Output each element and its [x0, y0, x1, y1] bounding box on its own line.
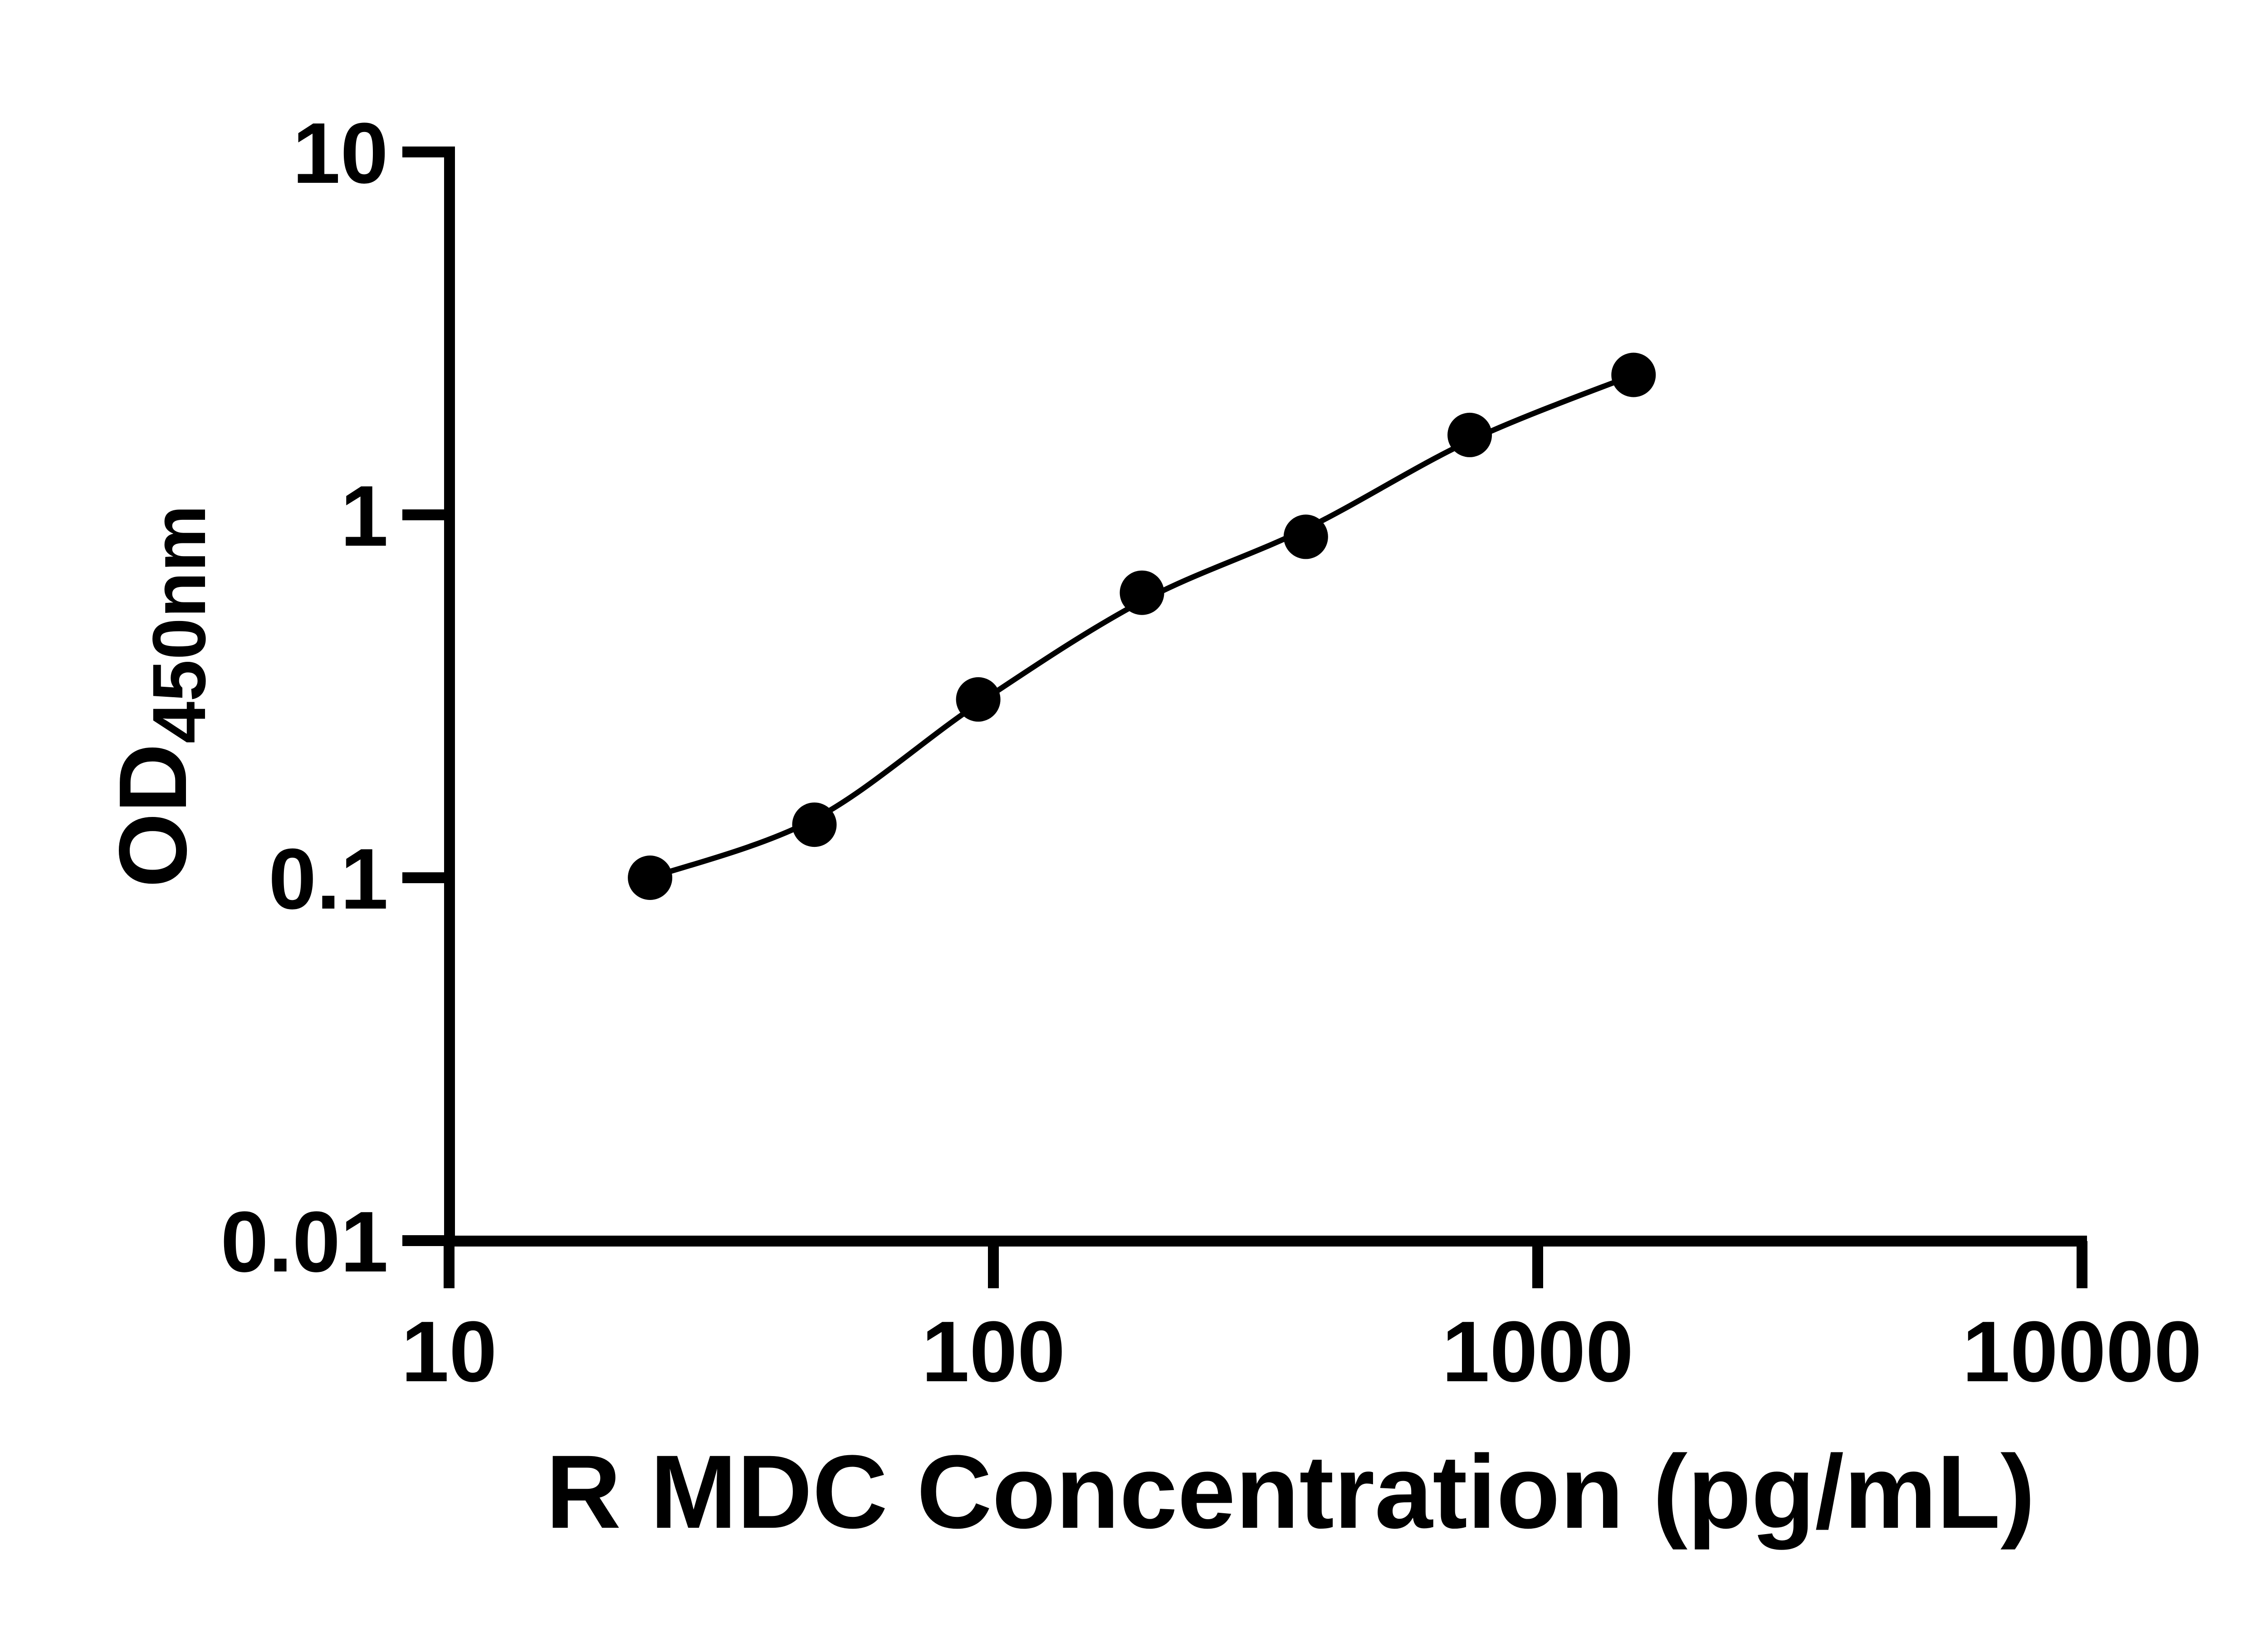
x-axis-title: R MDC Concentration (pg/mL) [546, 1433, 2035, 1550]
data-point [1119, 570, 1164, 615]
ticks-layer [402, 147, 2087, 1288]
y-tick-label: 1 [340, 468, 388, 564]
y-tick-label: 10 [293, 105, 388, 201]
y-axis-title-subscript: 450nm [137, 505, 221, 743]
x-tick-label: 10000 [1962, 1304, 2202, 1400]
data-point [956, 677, 1001, 722]
points-layer [628, 352, 1656, 900]
y-tick-label: 0.1 [269, 831, 388, 927]
data-point [1611, 352, 1656, 397]
axes-layer [444, 147, 2087, 1247]
y-axis-title: OD450nm [99, 505, 221, 888]
x-tick-label: 100 [921, 1304, 1065, 1400]
x-tick-label: 1000 [1442, 1304, 1634, 1400]
data-point [628, 856, 673, 900]
data-point [1447, 412, 1492, 457]
data-point [1283, 514, 1328, 559]
y-axis-title-main: OD [99, 743, 206, 888]
y-tick-label: 0.01 [220, 1194, 388, 1290]
x-tick-label: 10 [401, 1304, 497, 1400]
data-point [792, 802, 837, 847]
